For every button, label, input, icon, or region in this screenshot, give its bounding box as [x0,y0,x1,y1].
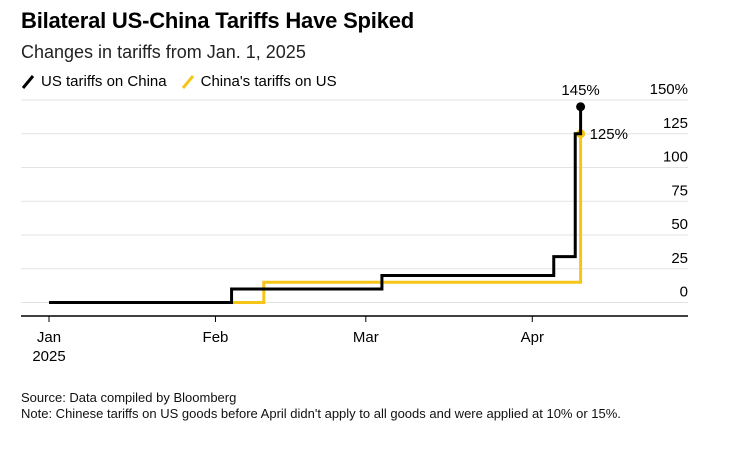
x-tick-label: Jan [37,329,61,346]
series-end-point-us [576,102,586,112]
y-tick-label: 0 [680,284,688,301]
footnote: Note: Chinese tariffs on US goods before… [21,406,621,421]
legend-label-china: China's tariffs on US [200,73,337,90]
chart-subtitle: Changes in tariffs from Jan. 1, 2025 [21,42,306,62]
end-label-china: 125% [590,126,628,143]
x-tick-sublabel: 2025 [32,348,65,365]
y-tick-label: 25 [671,250,688,267]
legend-label-us: US tariffs on China [41,73,167,90]
source-note: Source: Data compiled by Bloomberg [21,390,237,405]
series-line-china [49,133,583,304]
legend: US tariffs on China China's tariffs on U… [21,73,351,90]
series-line-us [49,106,583,304]
x-tick-label: Mar [353,329,379,346]
end-label-us: 145% [561,82,599,99]
legend-item-china: China's tariffs on US [181,73,337,90]
legend-swatch-china [181,74,194,89]
legend-swatch-us [21,74,35,89]
y-tick-label: 50 [671,216,688,233]
x-tick-label: Feb [203,329,229,346]
y-tick-label: 100 [663,149,688,166]
chart-title: Bilateral US-China Tariffs Have Spiked [21,8,414,33]
x-tick-label: Apr [521,329,544,346]
legend-item-us: US tariffs on China [21,73,167,90]
y-tick-label: 150% [650,81,688,98]
y-tick-label: 125 [663,115,688,132]
footnotes: Source: Data compiled by Bloomberg Note:… [21,390,621,422]
y-tick-label: 75 [671,182,688,199]
